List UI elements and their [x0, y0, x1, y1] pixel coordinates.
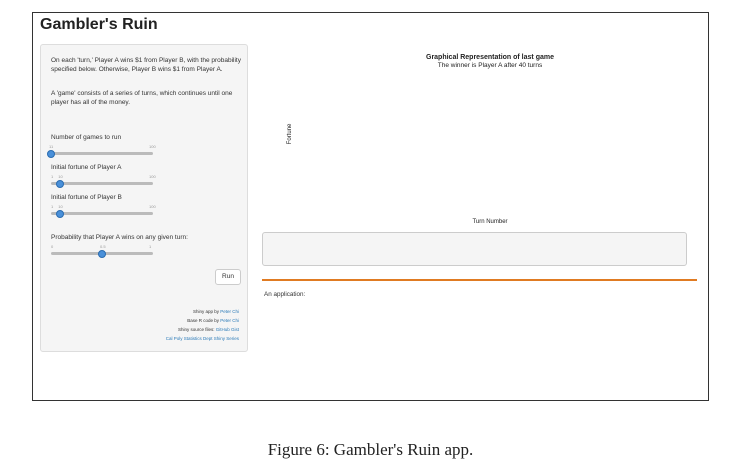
divider — [262, 279, 697, 281]
slider-value: 10 — [58, 204, 63, 209]
credit-link[interactable]: Peter Chi — [220, 309, 239, 314]
verbatim-output — [262, 232, 687, 266]
slider-handle — [56, 179, 65, 188]
credit: Shiny source files: GitHub Gist — [178, 327, 239, 332]
slider-max: 100 — [149, 204, 156, 209]
application-text: An application: — [264, 290, 696, 303]
chart: Graphical Representation of last game Th… — [287, 54, 554, 225]
slider-min: 0 — [51, 244, 54, 249]
slider-min: 1 — [51, 204, 54, 209]
app-frame — [32, 12, 709, 401]
slider-max: 100 — [149, 174, 156, 179]
credit: Cal Poly Statistics Dept Shiny Series — [166, 336, 239, 341]
slider-label: Number of games to run — [51, 134, 122, 141]
run-button[interactable]: Run — [215, 269, 241, 285]
slider-value: 1 — [49, 144, 52, 149]
credit-text: Shiny source files: — [177, 327, 215, 332]
slider-label: Probability that Player A wins on any gi… — [51, 234, 188, 241]
slider-track — [51, 182, 153, 185]
credit-link[interactable]: Peter Chi — [220, 318, 239, 323]
credit: Shiny app by Peter Chi — [193, 309, 239, 314]
credit-text: Base R code by — [187, 318, 219, 323]
heading: An application: — [264, 291, 306, 298]
chart-title: Graphical Representation of last game — [426, 54, 554, 61]
slider-label: Initial fortune of Player B — [51, 194, 122, 201]
sidebar-text: A 'game' consists of a series of turns, … — [51, 90, 233, 106]
x-axis-label: Turn Number — [472, 219, 507, 225]
slider-max: 1 — [149, 244, 152, 249]
slider-max: 100 — [149, 144, 156, 149]
credit-link[interactable]: GitHub Gist — [215, 327, 239, 332]
slider-value: 0.5 — [100, 244, 106, 249]
slider-handle — [56, 209, 65, 218]
credit-link[interactable]: Cal Poly Statistics Dept Shiny Series — [165, 336, 239, 341]
slider-handle — [47, 149, 55, 158]
slider-track — [51, 212, 153, 215]
slider-min: 1 — [51, 144, 54, 149]
figure-caption: Figure 6: Gambler's Ruin app. — [267, 440, 474, 459]
sidebar-text: On each 'turn,' Player A wins $1 from Pl… — [51, 57, 241, 73]
app-title: Gambler's Ruin — [40, 16, 158, 33]
credit: Base R code by Peter Chi — [187, 318, 239, 323]
chart-subtitle: The winner is Player A after 40 turns — [438, 62, 543, 69]
slider-min: 1 — [51, 174, 54, 179]
sidebar: On each 'turn,' Player A wins $1 from Pl… — [40, 44, 248, 352]
credit-text: Shiny app by — [192, 309, 219, 314]
y-axis-label: Fortune — [287, 123, 293, 144]
slider-track — [51, 152, 153, 155]
slider-handle — [98, 249, 106, 258]
slider-label: Initial fortune of Player A — [51, 164, 122, 171]
slider-value: 10 — [58, 174, 63, 179]
